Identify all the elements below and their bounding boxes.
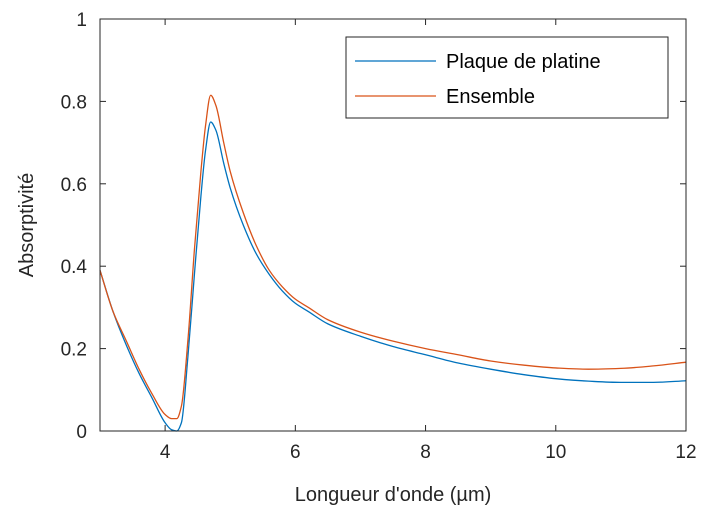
y-tick-label: 1 xyxy=(76,10,87,31)
x-tick-label: 6 xyxy=(290,442,301,463)
y-tick-label: 0.8 xyxy=(61,92,87,113)
series-line-plaque-de-platine xyxy=(99,121,687,432)
axes-frame xyxy=(99,18,687,432)
y-tick-label: 0 xyxy=(76,422,87,443)
ticks-layer: 4 6 8 10 12 0 0.2 0.4 0.6 0.8 1 xyxy=(61,10,697,463)
legend: Plaque de platine Ensemble xyxy=(345,36,669,119)
series-layer xyxy=(99,94,687,432)
y-tick-label: 0.2 xyxy=(61,340,87,361)
legend-box xyxy=(345,36,669,119)
x-tick-label: 12 xyxy=(675,442,696,463)
y-tick-label: 0.4 xyxy=(61,257,88,278)
y-tick-label: 0.6 xyxy=(61,175,87,196)
x-tick-label: 8 xyxy=(420,442,431,463)
x-axis-title: Longueur d'onde (µm) xyxy=(295,484,492,506)
y-axis-title: Absorptivité xyxy=(16,173,38,278)
axes-layer xyxy=(99,18,687,432)
legend-label-ensemble: Ensemble xyxy=(446,86,535,108)
legend-label-plaque-de-platine: Plaque de platine xyxy=(446,51,601,73)
series-line-ensemble xyxy=(99,94,687,420)
x-tick-label: 10 xyxy=(545,442,566,463)
x-tick-label: 4 xyxy=(160,442,171,463)
